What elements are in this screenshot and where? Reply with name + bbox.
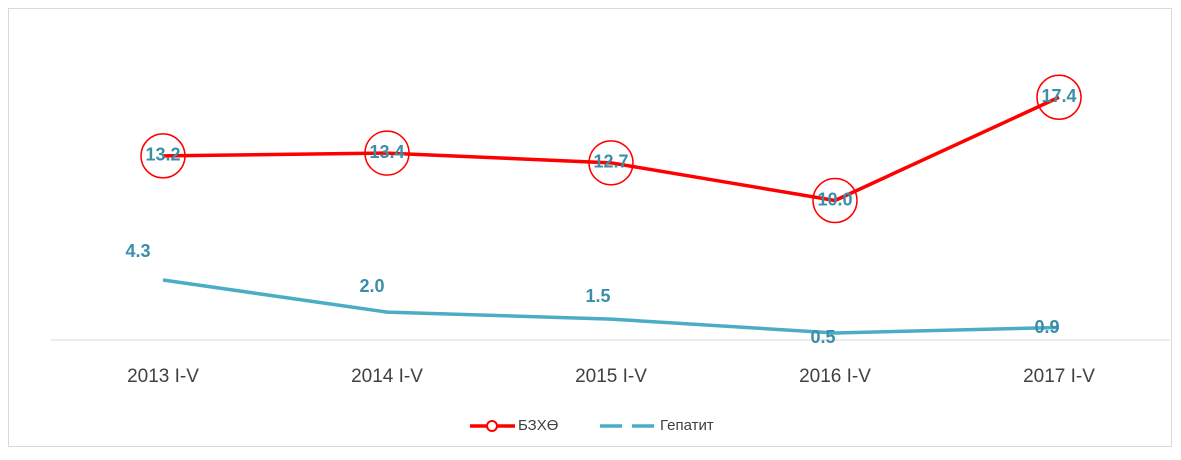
marker (1036, 74, 1082, 121)
legend-label: БЗХӨ (518, 417, 558, 434)
data-label: 2.0 (359, 276, 384, 296)
data-label: 4.3 (125, 241, 150, 261)
marker (588, 140, 634, 186)
series-line (162, 95, 1060, 203)
data-label: 0.5 (810, 327, 835, 347)
x-tick-label: 2015 I-V (575, 366, 647, 387)
data-label: 10.0 (817, 189, 852, 209)
frame (8, 8, 1172, 447)
x-tick-label: 2016 I-V (799, 366, 871, 387)
legend-marker (486, 420, 498, 432)
legend-label: Гепатит (660, 417, 714, 434)
data-label: 0.9 (1034, 317, 1059, 337)
marker (812, 177, 858, 224)
data-label: 13.4 (369, 142, 404, 162)
x-tick-label: 2017 I-V (1023, 366, 1095, 387)
series-line (162, 278, 1060, 335)
data-label: 13.2 (145, 145, 180, 165)
data-label: 17.4 (1041, 86, 1076, 106)
x-tick-label: 2013 I-V (127, 366, 199, 387)
marker (140, 133, 186, 179)
x-tick-label: 2014 I-V (351, 366, 423, 387)
marker (364, 130, 410, 176)
data-label: 1.5 (585, 286, 610, 306)
data-label: 12.7 (593, 152, 628, 172)
